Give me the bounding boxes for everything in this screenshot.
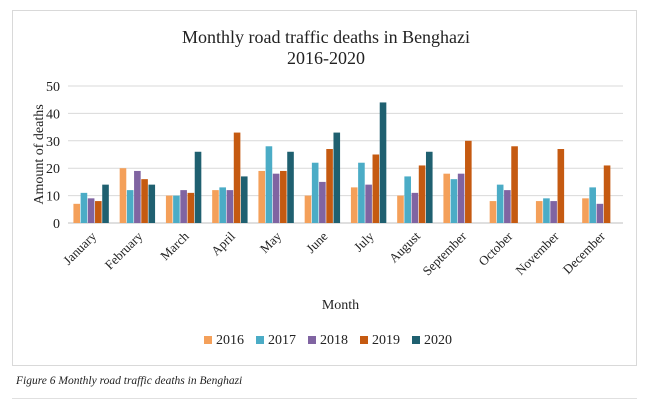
bar-2016-april — [212, 190, 219, 223]
chart-svg: Monthly road traffic deaths in Benghazi2… — [32, 27, 623, 348]
divider — [12, 398, 637, 399]
bar-2020-may — [287, 151, 294, 223]
legend-swatch-2018 — [308, 336, 316, 344]
bar-2017-may — [265, 146, 273, 223]
bar-2017-march — [173, 195, 180, 223]
x-tick-label: June — [303, 228, 331, 256]
bar-2016-january — [73, 203, 81, 223]
bar-2017-december — [589, 187, 596, 223]
chart-frame: Monthly road traffic deaths in Benghazi 2… — [12, 10, 637, 366]
x-tick-label: January — [60, 228, 100, 268]
chart-title: Monthly road traffic deaths in Benghazi — [182, 27, 470, 47]
bar-2019-june — [326, 149, 333, 223]
y-tick-label: 20 — [46, 162, 60, 177]
y-tick-label: 30 — [46, 135, 60, 150]
bar-2020-february — [148, 184, 156, 223]
bar-2019-february — [141, 179, 148, 223]
bar-2019-september — [465, 140, 472, 223]
bar-2018-december — [596, 203, 604, 223]
bar-2016-october — [489, 201, 497, 223]
x-axis-label: Month — [322, 298, 359, 313]
bar-2016-september — [443, 173, 451, 223]
x-tick-label: March — [157, 228, 192, 263]
bar-2017-october — [496, 184, 504, 223]
figure-caption: Figure 6 Monthly road traffic deaths in … — [16, 375, 243, 387]
bar-2016-november — [535, 201, 543, 223]
bar-2020-april — [240, 176, 248, 223]
bar-2018-april — [226, 190, 234, 223]
x-tick-label: May — [257, 228, 285, 256]
bar-2018-september — [457, 173, 465, 223]
bar-2017-april — [219, 187, 226, 223]
y-tick-label: 10 — [46, 190, 60, 205]
bar-2018-october — [504, 190, 511, 223]
bar-2016-december — [582, 198, 589, 223]
y-tick-label: 40 — [46, 107, 60, 122]
legend-label-2018: 2018 — [320, 333, 348, 348]
bar-2020-august — [425, 151, 433, 223]
bar-2018-may — [272, 173, 280, 223]
bar-2019-december — [603, 165, 611, 223]
y-tick-label: 50 — [46, 80, 60, 95]
bar-2016-june — [304, 195, 312, 223]
x-tick-label: December — [560, 228, 609, 277]
bar-2016-may — [258, 170, 266, 223]
bar-2019-march — [187, 192, 195, 223]
bar-2020-july — [379, 102, 387, 223]
bar-2017-july — [358, 162, 365, 223]
bar-2020-january — [102, 184, 109, 223]
x-tick-label: April — [208, 228, 238, 258]
y-axis-label: Amount of deaths — [32, 104, 47, 204]
bar-2016-february — [119, 168, 127, 223]
bar-2016-august — [397, 195, 404, 223]
x-tick-label: July — [351, 228, 377, 254]
bar-2019-may — [280, 170, 287, 223]
legend-swatch-2019 — [360, 336, 368, 344]
bar-2016-july — [350, 187, 358, 223]
chart-subtitle: 2016-2020 — [287, 48, 365, 68]
bar-2017-november — [543, 198, 550, 223]
x-tick-label: October — [475, 228, 516, 269]
legend-label-2017: 2017 — [268, 333, 296, 348]
y-tick-label: 0 — [53, 217, 60, 232]
bar-2018-august — [411, 192, 419, 223]
bar-2020-june — [333, 132, 341, 223]
x-tick-label: September — [419, 228, 469, 278]
x-tick-label: February — [102, 228, 146, 272]
bar-2017-january — [80, 192, 88, 223]
bar-2019-april — [233, 132, 241, 223]
bar-2019-july — [372, 154, 380, 223]
legend-label-2019: 2019 — [372, 333, 400, 348]
bar-2018-january — [87, 198, 95, 223]
bar-2018-july — [365, 184, 372, 223]
bar-2018-november — [550, 201, 557, 223]
bar-2016-march — [165, 195, 173, 223]
bar-2017-june — [311, 162, 319, 223]
bar-2017-february — [126, 190, 134, 223]
bar-2018-march — [180, 190, 187, 223]
bar-2019-january — [95, 201, 102, 223]
bar-2017-august — [404, 176, 411, 223]
legend-swatch-2017 — [256, 336, 264, 344]
bar-2019-august — [418, 165, 426, 223]
legend-label-2020: 2020 — [424, 333, 452, 348]
bar-2018-june — [319, 181, 326, 223]
bar-2019-november — [557, 149, 565, 223]
x-tick-label: August — [386, 228, 423, 265]
legend-swatch-2016 — [204, 336, 212, 344]
bar-2017-september — [450, 179, 458, 223]
bar-2019-october — [511, 146, 518, 223]
bar-2018-february — [134, 170, 141, 223]
bar-2020-march — [194, 151, 202, 223]
legend-label-2016: 2016 — [216, 333, 244, 348]
legend-swatch-2020 — [412, 336, 420, 344]
x-tick-label: November — [512, 228, 562, 278]
